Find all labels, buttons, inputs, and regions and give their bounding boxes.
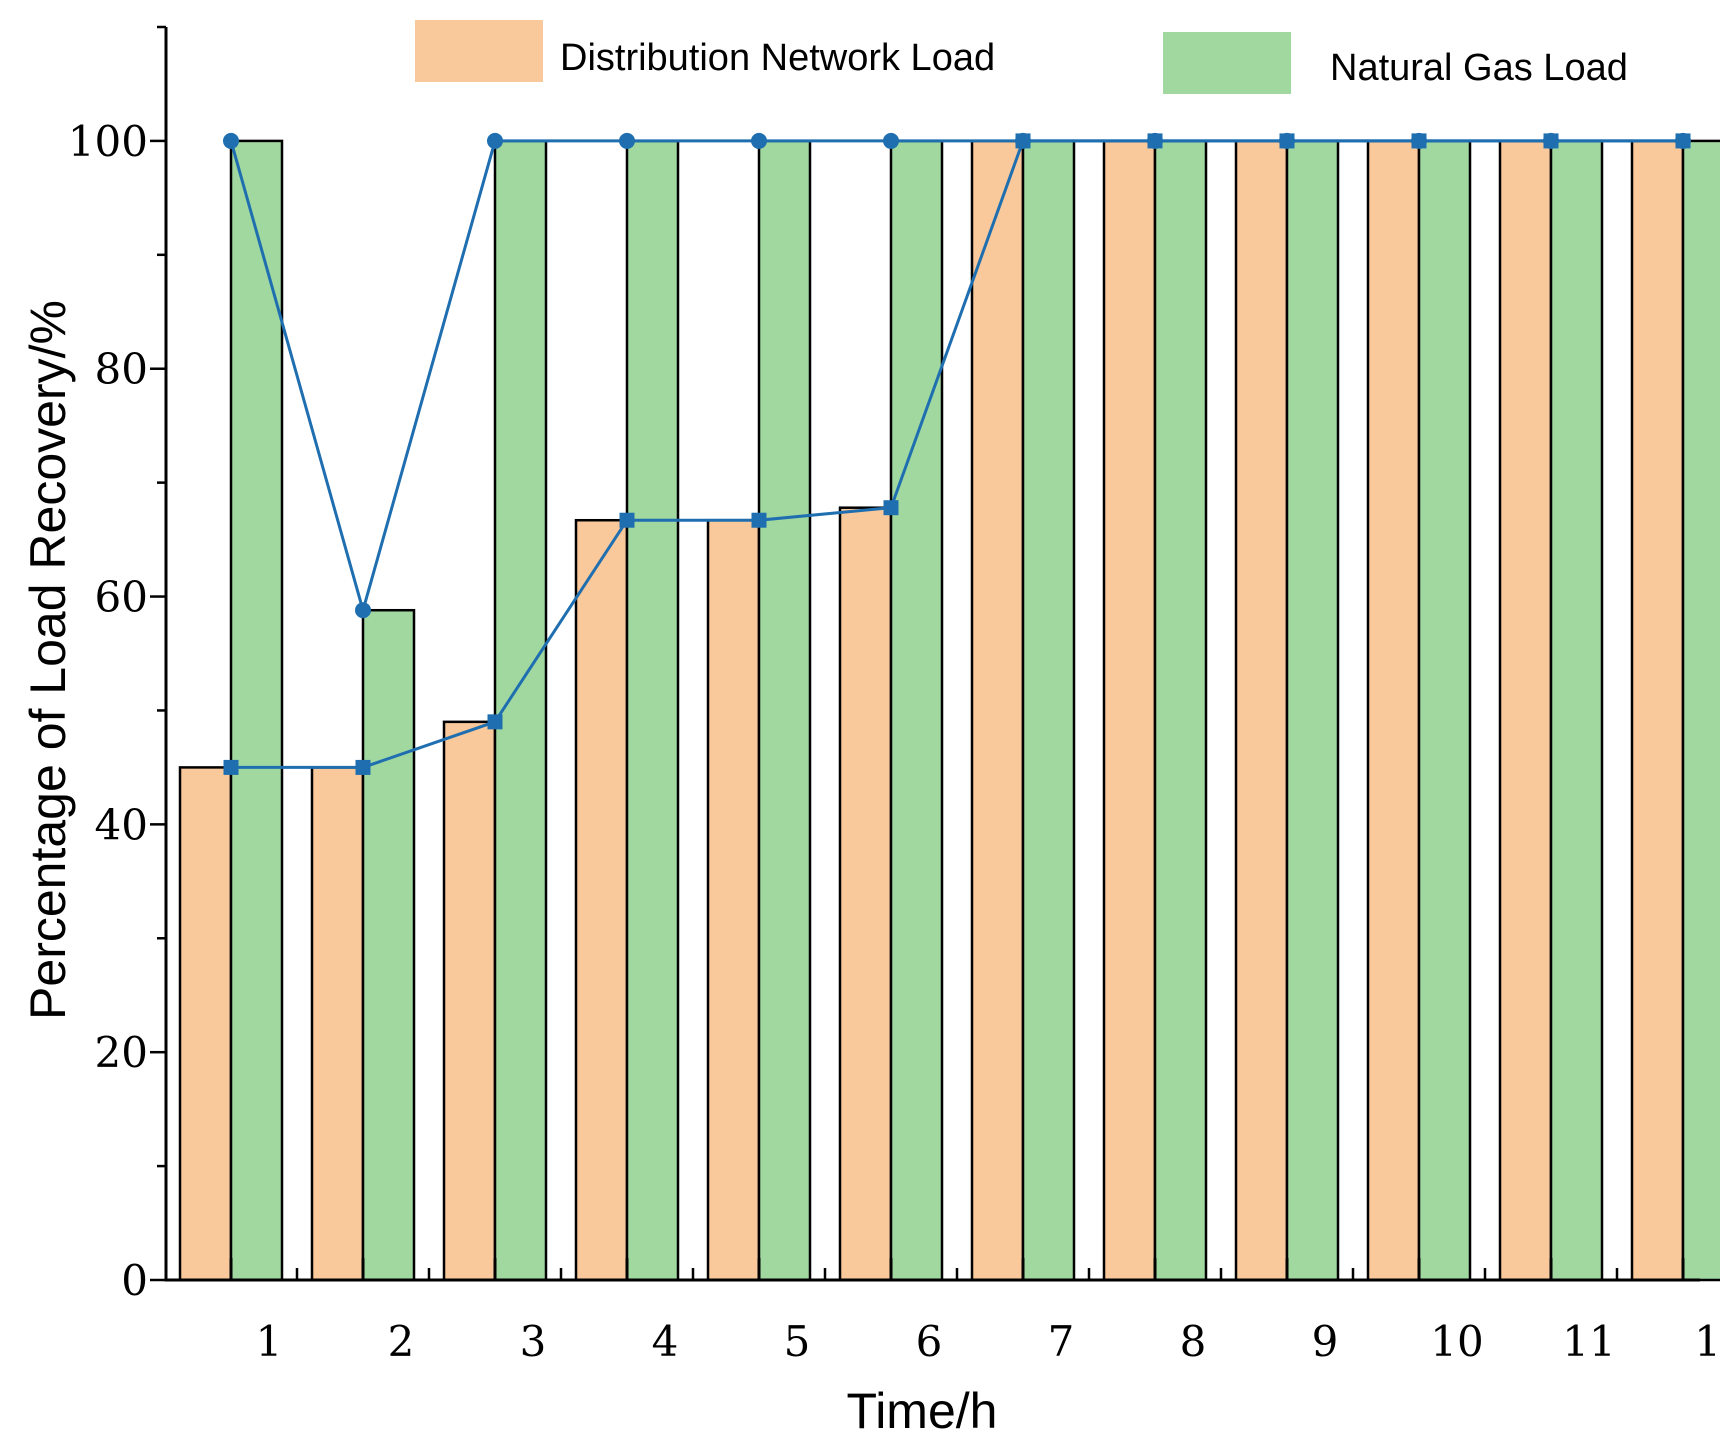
bar-gas-7 <box>1021 139 1076 1282</box>
marker-distribution-6 <box>883 500 899 516</box>
x-axis-title: Time/h <box>847 1383 998 1439</box>
marker-gas-3 <box>487 132 503 149</box>
marker-distribution-1 <box>223 759 239 775</box>
lines-layer <box>223 132 1691 775</box>
marker-distribution-3 <box>487 714 503 730</box>
marker-gas-1 <box>223 132 239 149</box>
x-tick-label-8: 8 <box>1180 1317 1207 1366</box>
marker-gas-2 <box>355 602 371 619</box>
marker-gas-6 <box>883 132 899 149</box>
marker-gas-10 <box>1411 132 1427 149</box>
bar-distribution-3 <box>442 720 497 1282</box>
axes-layer: 020406080100123456789101112 <box>68 25 1720 1366</box>
marker-gas-12 <box>1675 132 1691 149</box>
bar-distribution-7 <box>970 139 1025 1282</box>
legend: Distribution Network Load Natural Gas Loa… <box>415 20 1628 94</box>
bar-distribution-4 <box>574 518 629 1282</box>
y-tick-label-40: 40 <box>95 800 148 849</box>
y-tick-label-60: 60 <box>95 573 148 622</box>
marker-gas-11 <box>1543 132 1559 149</box>
x-tick-label-7: 7 <box>1048 1317 1075 1366</box>
y-tick-label-100: 100 <box>68 117 148 166</box>
x-tick-label-10: 10 <box>1430 1317 1483 1366</box>
line-gas <box>229 139 1683 616</box>
bar-gas-4 <box>625 139 680 1282</box>
legend-label-gas: Natural Gas Load <box>1330 47 1628 89</box>
marker-gas-7 <box>1015 132 1031 149</box>
bar-distribution-5 <box>706 518 761 1282</box>
bar-distribution-2 <box>310 766 365 1282</box>
marker-distribution-5 <box>751 512 767 528</box>
x-tick-label-3: 3 <box>520 1317 547 1366</box>
bar-gas-9 <box>1285 139 1340 1282</box>
x-tick-label-6: 6 <box>916 1317 943 1366</box>
bar-gas-11 <box>1549 139 1604 1282</box>
marker-distribution-4 <box>619 512 635 528</box>
x-tick-label-12: 12 <box>1694 1317 1720 1366</box>
marker-gas-8 <box>1147 132 1163 149</box>
x-tick-label-4: 4 <box>652 1317 679 1366</box>
marker-gas-4 <box>619 132 635 149</box>
bar-gas-2 <box>361 608 416 1282</box>
y-axis-title: Percentage of Load Recovery/% <box>20 300 76 1020</box>
bar-distribution-6 <box>838 506 893 1282</box>
bars-layer <box>178 139 1720 1282</box>
marker-gas-5 <box>751 132 767 149</box>
legend-label-distribution: Distribution Network Load <box>560 37 995 79</box>
bar-distribution-10 <box>1366 139 1421 1282</box>
x-tick-label-11: 11 <box>1562 1317 1615 1366</box>
bar-gas-10 <box>1417 139 1472 1282</box>
bar-distribution-1 <box>178 766 233 1282</box>
bar-gas-12 <box>1681 139 1720 1282</box>
x-tick-label-1: 1 <box>256 1317 283 1366</box>
y-tick-label-20: 20 <box>95 1028 148 1077</box>
bar-distribution-9 <box>1234 139 1289 1282</box>
x-tick-label-5: 5 <box>784 1317 811 1366</box>
marker-gas-9 <box>1279 132 1295 149</box>
bar-gas-8 <box>1153 139 1208 1282</box>
y-tick-label-80: 80 <box>95 345 148 394</box>
bar-gas-6 <box>889 139 944 1282</box>
legend-swatch-gas <box>1163 32 1291 94</box>
bar-gas-5 <box>757 139 812 1282</box>
bar-gas-1 <box>229 139 284 1282</box>
marker-distribution-2 <box>355 759 371 775</box>
legend-swatch-distribution <box>415 20 543 82</box>
x-tick-label-9: 9 <box>1312 1317 1339 1366</box>
bar-distribution-12 <box>1630 139 1685 1282</box>
x-tick-label-2: 2 <box>388 1317 415 1366</box>
y-tick-label-0: 0 <box>121 1256 148 1305</box>
bar-distribution-8 <box>1102 139 1157 1282</box>
bar-distribution-11 <box>1498 139 1553 1282</box>
